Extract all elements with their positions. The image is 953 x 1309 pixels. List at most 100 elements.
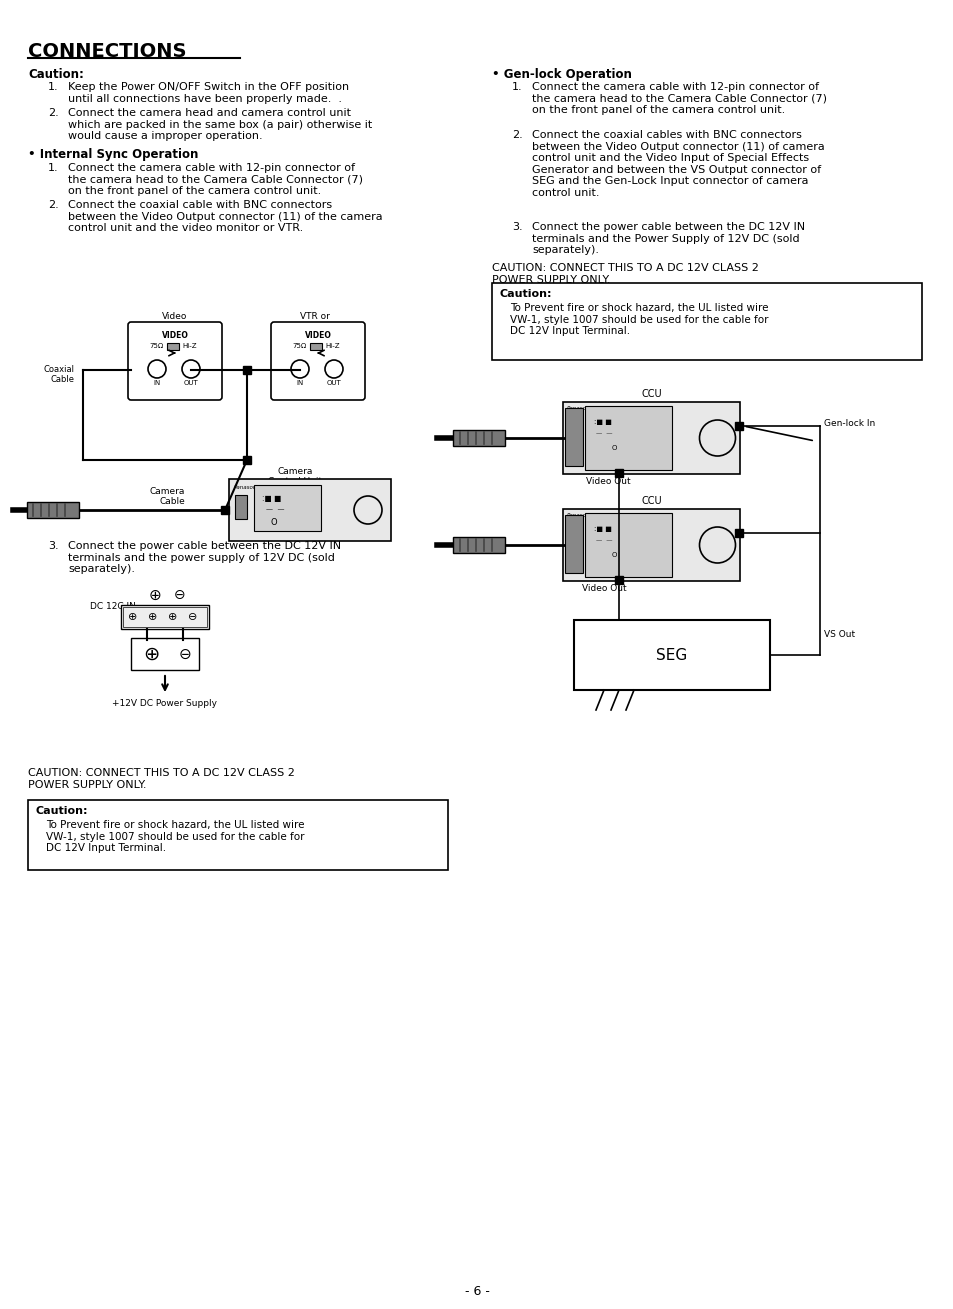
Text: —  —: — — — [266, 507, 284, 512]
Text: 75Ω: 75Ω — [150, 343, 164, 350]
Text: 3.: 3. — [512, 223, 522, 232]
Text: ⊕: ⊕ — [148, 613, 157, 622]
Text: ⊖: ⊖ — [174, 588, 186, 602]
Text: +12V DC Power Supply: +12V DC Power Supply — [112, 699, 217, 708]
Text: 2.: 2. — [48, 200, 59, 209]
FancyBboxPatch shape — [271, 322, 365, 401]
Bar — [221, 507, 229, 514]
Text: Connect the power cable between the DC 12V IN
terminals and the Power Supply of : Connect the power cable between the DC 1… — [532, 223, 804, 255]
FancyBboxPatch shape — [453, 429, 504, 446]
Text: SEG: SEG — [656, 648, 687, 662]
Text: O: O — [611, 445, 617, 452]
Text: Hi-Z: Hi-Z — [325, 343, 339, 350]
Text: Video
Monitor: Video Monitor — [157, 312, 193, 331]
Text: Caution:: Caution: — [499, 289, 552, 298]
Text: :■ ■: :■ ■ — [594, 419, 612, 425]
Text: CAUTION: CONNECT THIS TO A DC 12V CLASS 2
POWER SUPPLY ONLY.: CAUTION: CONNECT THIS TO A DC 12V CLASS … — [492, 263, 758, 284]
Text: Video Out: Video Out — [582, 584, 626, 593]
Text: CONNECTIONS: CONNECTIONS — [28, 42, 186, 62]
Text: DC 12C IN: DC 12C IN — [90, 602, 135, 611]
Text: To Prevent fire or shock hazard, the UL listed wire
VW-1, style 1007 should be u: To Prevent fire or shock hazard, the UL … — [46, 819, 304, 853]
Text: IN: IN — [296, 380, 303, 386]
FancyBboxPatch shape — [563, 509, 740, 581]
Bar — [492, 283, 921, 360]
Text: • Internal Sync Operation: • Internal Sync Operation — [28, 148, 198, 161]
Bar — [735, 529, 742, 537]
Text: Camera
Control Unit: Camera Control Unit — [268, 467, 322, 487]
FancyBboxPatch shape — [253, 486, 320, 531]
Bar — [615, 576, 623, 584]
FancyBboxPatch shape — [128, 322, 222, 401]
Bar — [167, 343, 179, 350]
Text: Connect the camera head and camera control unit
which are packed in the same box: Connect the camera head and camera contr… — [68, 109, 372, 141]
Text: VIDEO: VIDEO — [304, 331, 331, 340]
Bar — [123, 607, 207, 627]
Text: Caution:: Caution: — [36, 806, 89, 816]
Text: OUT: OUT — [326, 380, 341, 386]
FancyBboxPatch shape — [229, 479, 391, 541]
Text: - 6 -: - 6 - — [464, 1285, 489, 1299]
Bar — [310, 343, 322, 350]
FancyBboxPatch shape — [565, 514, 583, 573]
Text: Gen-lock In: Gen-lock In — [823, 419, 874, 428]
FancyBboxPatch shape — [27, 501, 79, 518]
Bar — [735, 421, 742, 429]
Text: OUT: OUT — [183, 380, 198, 386]
FancyBboxPatch shape — [563, 402, 740, 474]
Text: Connect the power cable between the DC 12V IN
terminals and the power supply of : Connect the power cable between the DC 1… — [68, 541, 341, 575]
Bar — [28, 800, 448, 870]
Text: To Prevent fire or shock hazard, the UL listed wire
VW-1, style 1007 should be u: To Prevent fire or shock hazard, the UL … — [510, 302, 768, 336]
Text: • Gen-lock Operation: • Gen-lock Operation — [492, 68, 631, 81]
Text: Coaxial
Cable: Coaxial Cable — [44, 365, 75, 385]
Text: Panasonic: Panasonic — [566, 513, 594, 518]
Text: 2.: 2. — [48, 109, 59, 118]
Text: Hi-Z: Hi-Z — [182, 343, 196, 350]
Text: 1.: 1. — [48, 164, 58, 173]
Text: 3.: 3. — [48, 541, 58, 551]
Bar — [574, 620, 769, 690]
FancyBboxPatch shape — [565, 408, 583, 466]
Text: 75Ω: 75Ω — [293, 343, 307, 350]
Text: CCU: CCU — [641, 496, 661, 507]
Bar — [243, 456, 251, 463]
Bar — [243, 367, 251, 374]
Text: —  —: — — — [596, 431, 613, 436]
Text: O: O — [271, 518, 277, 528]
Text: :■ ■: :■ ■ — [262, 493, 281, 503]
Text: O: O — [611, 552, 617, 558]
Text: CAUTION: CONNECT THIS TO A DC 12V CLASS 2
POWER SUPPLY ONLY.: CAUTION: CONNECT THIS TO A DC 12V CLASS … — [28, 768, 294, 789]
Text: 1.: 1. — [512, 82, 522, 92]
Text: VIDEO: VIDEO — [161, 331, 189, 340]
Text: Connect the camera cable with 12-pin connector of
the camera head to the Camera : Connect the camera cable with 12-pin con… — [68, 164, 363, 196]
Text: Connect the coaxial cables with BNC connectors
between the Video Output connecto: Connect the coaxial cables with BNC conn… — [532, 130, 824, 198]
Text: Connect the coaxial cable with BNC connectors
between the Video Output connector: Connect the coaxial cable with BNC conne… — [68, 200, 382, 233]
Text: 2.: 2. — [512, 130, 522, 140]
Text: ⊖: ⊖ — [178, 647, 192, 661]
Text: CCU: CCU — [641, 389, 661, 399]
Text: VTR or
Video Monitor: VTR or Video Monitor — [283, 312, 346, 331]
Text: Connect the camera cable with 12-pin connector of
the camera head to the Camera : Connect the camera cable with 12-pin con… — [532, 82, 826, 115]
FancyBboxPatch shape — [131, 637, 199, 670]
Text: ⊕: ⊕ — [149, 588, 161, 602]
Text: Keep the Power ON/OFF Switch in the OFF position
until all connections have been: Keep the Power ON/OFF Switch in the OFF … — [68, 82, 349, 103]
Text: Panasonic: Panasonic — [566, 406, 594, 411]
Text: Panasonic: Panasonic — [233, 486, 262, 490]
FancyBboxPatch shape — [453, 537, 504, 552]
FancyBboxPatch shape — [234, 495, 247, 518]
Text: Camera
Cable: Camera Cable — [150, 487, 185, 507]
Text: :■ ■: :■ ■ — [594, 526, 612, 531]
Text: —  —: — — — [596, 538, 613, 543]
Bar — [615, 469, 623, 476]
FancyBboxPatch shape — [585, 513, 672, 577]
Text: IN: IN — [153, 380, 160, 386]
FancyBboxPatch shape — [585, 406, 672, 470]
Text: ⊖: ⊖ — [188, 613, 197, 622]
Text: ⊕: ⊕ — [143, 644, 159, 664]
Bar — [121, 605, 209, 630]
Text: Video Out: Video Out — [586, 476, 631, 486]
Text: 1.: 1. — [48, 82, 58, 92]
Text: ⊕: ⊕ — [128, 613, 137, 622]
Text: Caution:: Caution: — [28, 68, 84, 81]
Text: ⊕: ⊕ — [168, 613, 177, 622]
Text: VS Out: VS Out — [823, 630, 854, 639]
